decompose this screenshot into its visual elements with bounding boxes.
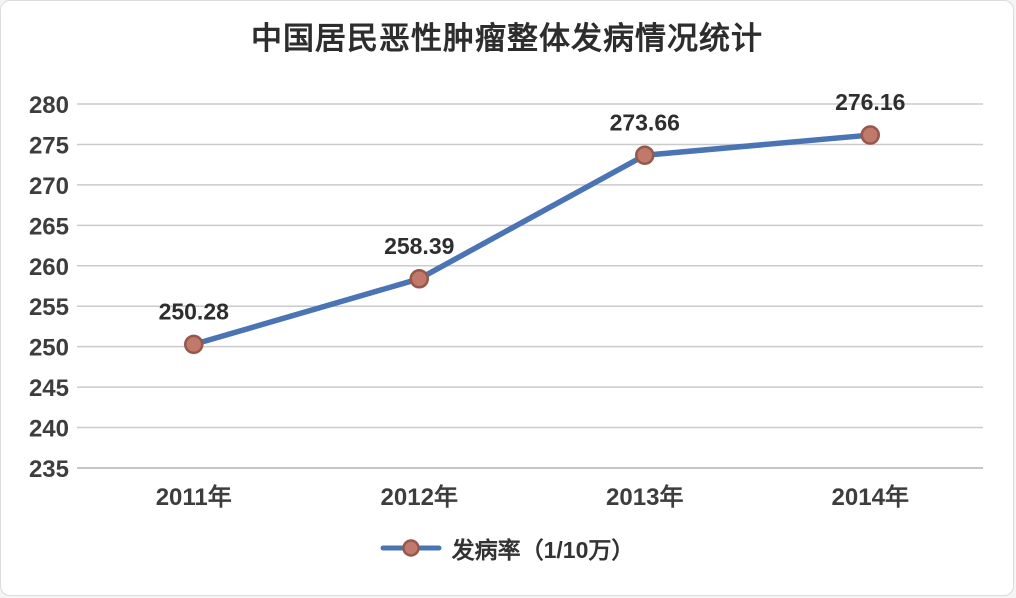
line-chart-plot-area: 280 275 270 265 260 255 250 245 240 235 2011年 2012年… <box>29 89 983 511</box>
y-tick-label: 265 <box>29 213 69 240</box>
data-point-label: 276.16 <box>835 89 905 115</box>
legend: 发病率（1/10万） <box>1 531 1013 565</box>
y-tick-label: 280 <box>29 92 69 119</box>
y-tick-label: 250 <box>29 335 69 362</box>
y-tick-label: 255 <box>29 294 69 321</box>
data-point-marker <box>184 334 204 355</box>
y-tick-label: 275 <box>29 132 69 159</box>
y-tick-label: 245 <box>29 375 69 402</box>
series-line <box>191 132 873 348</box>
y-tick-label: 270 <box>29 173 69 200</box>
legend-line-marker-icon <box>380 539 442 557</box>
data-point-marker <box>409 269 429 289</box>
x-axis-label: 2012年 <box>381 483 458 511</box>
data-point-label: 258.39 <box>384 233 454 259</box>
data-point-label: 273.66 <box>610 109 680 135</box>
y-tick-label: 235 <box>29 456 69 483</box>
legend-label: 发病率（1/10万） <box>451 537 635 563</box>
y-tick-label: 260 <box>29 254 69 281</box>
x-axis-label: 2011年 <box>156 483 232 511</box>
legend-marker-sample <box>401 539 420 557</box>
x-axis-label: 2013年 <box>606 483 683 511</box>
x-axis-label: 2014年 <box>832 483 909 511</box>
y-tick-label: 240 <box>29 416 69 443</box>
data-point-marker <box>635 145 655 166</box>
data-point-label: 250.28 <box>159 298 230 324</box>
chart-title: 中国居民恶性肿瘤整体发病情况统计 <box>251 21 763 56</box>
data-point-marker <box>860 125 880 145</box>
